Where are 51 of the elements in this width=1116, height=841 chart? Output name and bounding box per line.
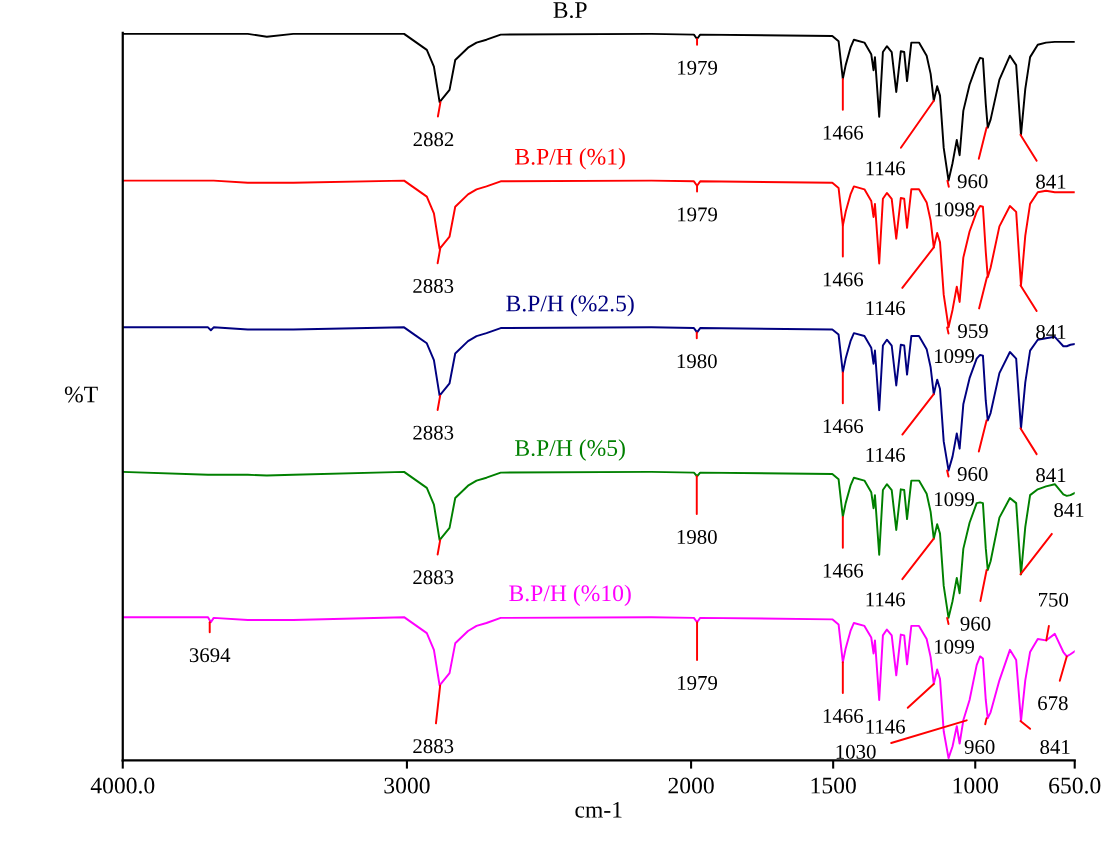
annotation: 1980 <box>677 529 717 544</box>
annotation: 960 <box>957 174 988 189</box>
annotation: 841 <box>1036 468 1066 483</box>
annotation: 1979 <box>678 675 718 690</box>
x-axis-title: cm-1 <box>575 801 622 818</box>
annotation: 2883 <box>413 278 454 293</box>
annotation: 1146 <box>866 592 905 607</box>
annotation: 1030 <box>836 744 876 759</box>
x-tick-label: 1000 <box>953 777 998 794</box>
x-tick-label: 3000 <box>384 777 430 794</box>
annotation: 2883 <box>413 739 454 754</box>
annotation: 1466 <box>823 563 864 578</box>
annotation: 2883 <box>413 425 454 440</box>
x-tick-label: 2000 <box>668 777 714 794</box>
x-tick-label: 1500 <box>811 777 856 794</box>
annotation: 959 <box>958 323 988 338</box>
annotation: 841 <box>1054 502 1084 518</box>
annotation: 1466 <box>823 125 864 140</box>
annotation: 960 <box>960 616 991 631</box>
series-label: B.P <box>553 2 587 19</box>
annotation: 2883 <box>413 570 454 585</box>
annotation: 678 <box>1038 696 1068 711</box>
annotation: 1466 <box>823 419 864 434</box>
annotation: 1466 <box>823 708 864 723</box>
annotation: 1146 <box>866 447 905 462</box>
annotation: 1979 <box>678 207 718 222</box>
annotation: 960 <box>957 467 988 482</box>
annotation: 1146 <box>866 719 905 734</box>
annotation: 1099 <box>935 492 975 507</box>
x-tick-label: 4000.0 <box>90 777 155 794</box>
annotation: 1466 <box>823 272 864 287</box>
annotation: 2882 <box>413 132 454 147</box>
annotation: 750 <box>1038 592 1069 607</box>
series-label: B.P/H (%10) <box>509 584 631 607</box>
series-label: B.P/H (%2.5) <box>506 294 634 317</box>
x-tick-label: 650.0 <box>1049 777 1101 794</box>
annotation: 1099 <box>935 639 975 654</box>
annotation: 841 <box>1040 739 1070 755</box>
series-label: B.P/H (%1) <box>515 148 625 170</box>
y-axis-title: %T <box>64 386 98 403</box>
annotation: 960 <box>964 739 995 754</box>
annotation: 1098 <box>935 202 975 217</box>
series-label: B.P/H (%5) <box>515 439 625 461</box>
annotation: 3694 <box>189 648 231 663</box>
annotation: 1146 <box>866 161 905 176</box>
annotation: 841 <box>1036 324 1066 340</box>
annotation: 841 <box>1036 174 1066 189</box>
annotation: 1980 <box>677 354 717 369</box>
annotation: 1146 <box>866 301 905 316</box>
annotation: 1099 <box>935 349 975 364</box>
annotation: 1979 <box>678 60 718 75</box>
